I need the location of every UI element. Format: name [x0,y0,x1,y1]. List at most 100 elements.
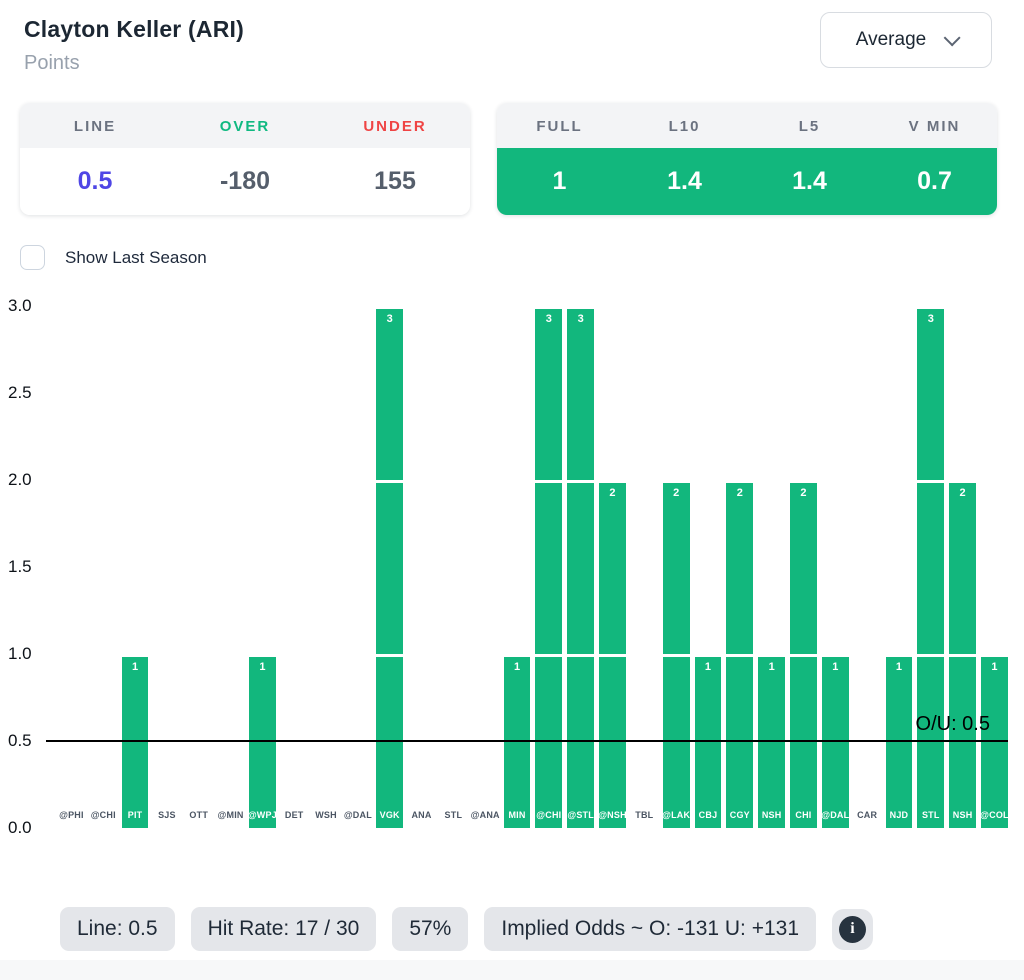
average-dropdown[interactable]: Average [820,12,992,68]
bar-column: 2 @LAK [662,306,690,828]
averages-panel-values: 1 1.4 1.4 0.7 [497,148,997,215]
bar-column: 3 STL [917,306,945,828]
bar-value-label: 1 [259,661,266,673]
bar-column: CAR [854,306,881,828]
l5-header: L5 [798,118,821,135]
hit-rate-percent-badge: 57% [392,907,469,951]
bar-segment [535,657,563,828]
bar-column: 1 @COL [980,306,1009,828]
x-axis-label: @DAL [821,810,850,820]
bar-column: WSH [313,306,340,828]
x-axis-label: @MIN [217,810,244,820]
implied-odds-badge: Implied Odds ~ O: -131 U: +131 [484,907,817,951]
bar-segment [567,657,595,828]
x-axis-label: DET [284,810,304,820]
bar-segment [599,483,626,654]
bar-value-label: 1 [768,661,775,673]
averages-panel: FULL L10 L5 V MIN 1 1.4 1.4 0.7 [497,103,997,215]
bar-segment [535,309,563,480]
chevron-down-icon [943,29,961,47]
bar-segment [535,483,563,654]
bar-segment [567,309,595,480]
line-badge: Line: 0.5 [60,907,175,951]
x-axis-label: @WPJ [247,810,277,820]
bar-value-label: 1 [704,661,712,673]
x-axis-label: CAR [857,810,878,820]
vmin-header: V MIN [908,118,961,135]
bar-segment [376,309,404,480]
y-axis-label: 0.5 [8,731,32,750]
info-button[interactable]: i [832,908,874,950]
odds-panel: LINE OVER UNDER 0.5 -180 155 [20,103,470,215]
y-axis-label: 1.5 [8,557,32,576]
x-axis-label: ANA [411,810,432,820]
points-bar-chart: 3.0 2.5 2.0 1.5 1.0 0.5 0.0 @PHI @CHI 1 PIT SJS OTT… [0,296,1024,851]
bar-value-label: 2 [609,487,616,499]
x-axis-label: @LAK [662,810,691,820]
bar-column: DET [281,306,308,828]
bar-column: 2 @NSH [598,306,627,828]
bar-column: TBL [631,306,658,828]
bar-value-label: 2 [959,487,966,499]
header: Clayton Keller (ARI) Points Average [0,0,1024,75]
bar-column: 1 @DAL [821,306,849,828]
bar-segment [503,657,531,828]
bar-segment [885,657,913,828]
show-last-season-checkbox[interactable] [20,245,45,270]
bar-segment [662,483,690,654]
bar-column: ANA [408,306,435,828]
x-axis-label: @NSH [598,810,627,820]
x-axis-label: CGY [729,810,750,820]
bar-value-label: 3 [545,313,552,325]
bar-value-label: 1 [832,661,839,673]
y-axis-label: 2.5 [8,383,32,402]
stat-subtitle: Points [24,52,80,74]
bar-segment [821,657,849,828]
x-axis-label: NSH [761,810,782,820]
l5-value: 1.4 [792,167,827,195]
bar-column: 1 MIN [503,306,531,828]
bottom-strip [0,960,1024,980]
x-axis-label: CHI [795,810,812,820]
bar-column: 3 VGK [376,306,404,828]
y-axis-label: 2.0 [8,470,32,489]
x-axis-label: CBJ [698,810,718,820]
bar-segment [949,483,977,654]
x-axis-label: @PHI [59,810,84,820]
bar-value-label: 3 [927,313,934,325]
x-axis-label: SJS [158,810,176,820]
x-axis-label: OTT [189,810,209,820]
info-icon: i [839,915,867,943]
bar-column: 1 NSH [758,306,786,828]
bar-segment [758,657,786,828]
bar-segment [567,483,595,654]
bar-segment [376,657,404,828]
plot-area: @PHI @CHI 1 PIT SJS OTT @MIN 1 @WPJ DET WSH @DAL 3 VG… [46,306,1009,828]
bar-column: STL [440,306,467,828]
full-value: 1 [552,167,567,195]
x-axis-label: STL [921,810,940,820]
line-value: 0.5 [77,167,113,195]
bar-segment [790,657,817,828]
bar-segment [376,483,404,654]
bar-segment [248,657,276,828]
x-axis-label: WSH [315,810,337,820]
bar-column: OTT [185,306,212,828]
bar-value-label: 1 [513,661,521,673]
under-value: 155 [374,167,416,195]
stat-panels: LINE OVER UNDER 0.5 -180 155 FULL L10 L5… [20,103,1004,215]
bar-value-label: 1 [895,661,902,673]
bar-column: 2 CHI [790,306,817,828]
over-header: OVER [219,118,271,135]
y-axis-label: 1.0 [8,644,32,663]
full-header: FULL [536,118,583,135]
bar-segment [917,309,945,480]
y-axis: 3.0 2.5 2.0 1.5 1.0 0.5 0.0 [8,296,52,837]
hit-rate-badge: Hit Rate: 17 / 30 [190,907,377,951]
bar-segment [726,483,754,654]
x-axis-label: @COL [980,810,1009,820]
over-under-line [46,740,1008,742]
bar-segment [726,657,754,828]
x-axis-label: TBL [635,810,654,820]
bar-column: SJS [153,306,180,828]
